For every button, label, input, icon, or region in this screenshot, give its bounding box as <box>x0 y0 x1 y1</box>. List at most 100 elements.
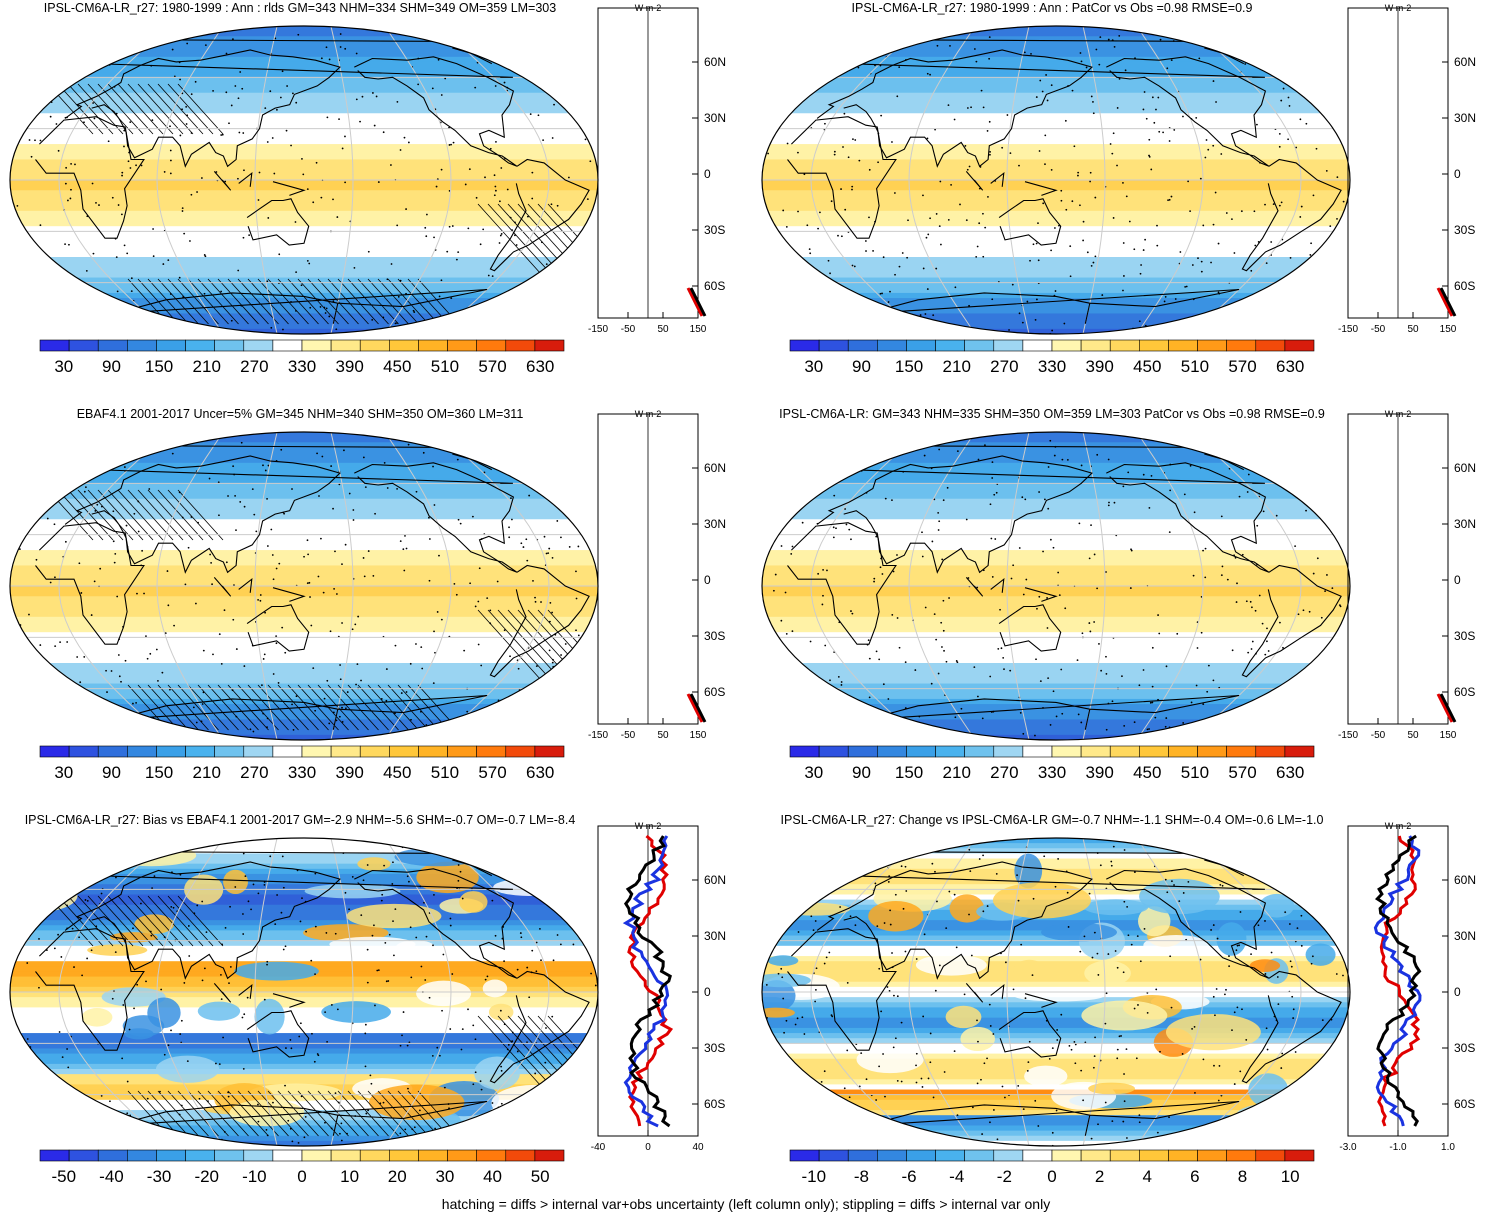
colorbar-swatch <box>447 745 477 758</box>
field-band <box>10 190 598 196</box>
colorbar-swatch <box>39 339 70 352</box>
field-band <box>10 128 598 135</box>
field-band <box>762 154 1350 161</box>
colorbar-swatch <box>534 339 565 352</box>
field-band <box>10 601 598 608</box>
zonal-profile-line <box>689 287 707 317</box>
panel-title: IPSL-CM6A-LR_r27: 1980-1999 : Ann : rlds… <box>44 1 556 15</box>
zonal-profile-line <box>1439 693 1457 723</box>
field-band <box>10 920 598 926</box>
field-band <box>762 688 1350 695</box>
field-band <box>10 580 598 587</box>
field-band <box>762 241 1350 248</box>
colorbar-swatch <box>1022 339 1053 352</box>
colorbar-swatch <box>1168 339 1198 352</box>
field-band <box>10 1022 598 1029</box>
field-band <box>10 1043 598 1050</box>
anomaly-blob <box>1165 1013 1261 1051</box>
colorbar-label: 150 <box>895 763 923 782</box>
colorbar-label: 450 <box>383 763 411 782</box>
zonal-y-tick: 60S <box>1454 279 1475 293</box>
field-band <box>10 241 598 248</box>
field-band <box>762 467 1350 474</box>
field-band <box>10 863 598 870</box>
field-band <box>10 133 598 140</box>
map-field <box>10 26 598 334</box>
field-band <box>10 262 598 268</box>
field-band <box>10 621 598 628</box>
colorbar-swatch <box>993 1149 1024 1162</box>
map-border <box>761 25 1351 335</box>
field-band <box>10 205 598 212</box>
field-band <box>10 868 598 875</box>
colorbar-label: 510 <box>1181 357 1209 376</box>
field-band <box>10 103 598 109</box>
colorbar-swatch <box>330 745 361 758</box>
field-band <box>762 848 1350 854</box>
field-band <box>10 267 598 273</box>
colorbar-swatch <box>156 745 186 758</box>
zonal-y-tick: 30S <box>1454 223 1475 237</box>
field-band <box>10 1104 598 1111</box>
field-band <box>762 560 1350 567</box>
colorbar-label: -6 <box>902 1167 917 1186</box>
colorbar-swatch <box>272 339 303 352</box>
colorbar-label: 270 <box>240 763 268 782</box>
field-band <box>762 698 1350 705</box>
anomaly-blob <box>122 1015 165 1037</box>
field-band <box>10 534 598 541</box>
field-band <box>10 292 598 299</box>
field-band <box>762 734 1350 740</box>
zonal-x-tick: -50 <box>1371 730 1386 741</box>
colorbar-label: 570 <box>478 357 506 376</box>
colorbar-swatch <box>1168 745 1198 758</box>
field-band <box>10 950 598 957</box>
field-band <box>762 31 1350 37</box>
field-band <box>762 709 1350 715</box>
zonal-y-tick: 30N <box>704 929 726 943</box>
colorbar-swatch <box>243 339 274 352</box>
zonal-x-tick: 40 <box>692 1142 704 1153</box>
colorbar-label: -20 <box>194 1167 219 1186</box>
colorbar: 30 90 150 210 270 330 390 450 510 570 630 <box>39 339 565 376</box>
colorbar-label: 450 <box>383 357 411 376</box>
colorbar-swatch <box>935 339 965 352</box>
colorbar-label: 390 <box>335 763 363 782</box>
graticule <box>10 838 598 1146</box>
field-band <box>762 1027 1350 1034</box>
field-band <box>762 724 1350 731</box>
anomaly-blob <box>223 869 249 895</box>
anomaly-blob <box>1084 960 1131 987</box>
field-band <box>10 257 598 263</box>
figure-footer: hatching = diffs > internal var+obs unce… <box>441 1196 1051 1212</box>
colorbar-swatch <box>359 1149 390 1162</box>
zonal-profile-line <box>622 835 670 1128</box>
zonal-x-tick: 0 <box>645 1142 651 1153</box>
colorbar-label: 8 <box>1238 1167 1247 1186</box>
field-band <box>10 981 598 988</box>
field-band <box>10 1125 598 1132</box>
field-band <box>762 308 1350 315</box>
colorbar-swatch <box>534 745 565 758</box>
field-band <box>10 956 598 962</box>
field-band <box>10 858 598 865</box>
field-band <box>762 601 1350 608</box>
field-band <box>762 185 1350 191</box>
field-band <box>762 1120 1350 1127</box>
anomaly-blob <box>234 961 319 981</box>
field-band <box>762 92 1350 99</box>
field-band <box>10 82 598 89</box>
anomaly-blob <box>856 1045 924 1074</box>
field-band <box>10 560 598 567</box>
field-band <box>10 1074 598 1080</box>
field-band <box>10 884 598 890</box>
field-band <box>10 478 598 484</box>
anomaly-blob <box>1024 1065 1068 1087</box>
field-band <box>10 503 598 510</box>
field-band <box>10 77 598 84</box>
colorbar-label: 570 <box>478 763 506 782</box>
field-band <box>10 1007 598 1014</box>
field-band <box>10 673 598 679</box>
